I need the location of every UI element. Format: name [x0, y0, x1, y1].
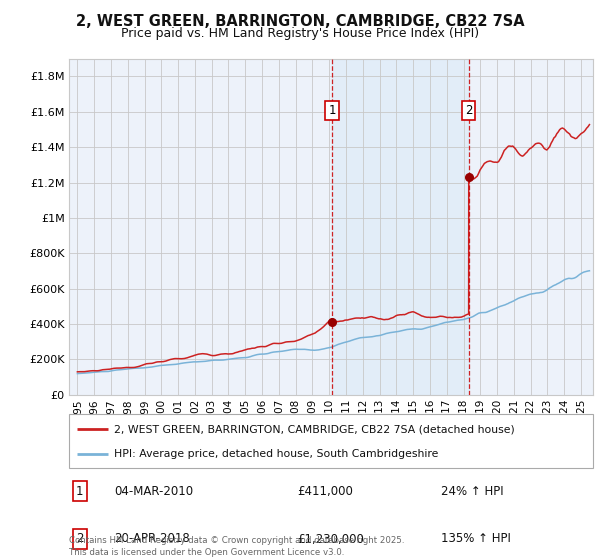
Bar: [332, 59, 469, 395]
Text: 2: 2: [465, 104, 472, 116]
Text: 2: 2: [76, 533, 83, 545]
Text: HPI: Average price, detached house, South Cambridgeshire: HPI: Average price, detached house, Sout…: [113, 449, 438, 459]
Text: Contains HM Land Registry data © Crown copyright and database right 2025.
This d: Contains HM Land Registry data © Crown c…: [69, 536, 404, 557]
Text: 20-APR-2018: 20-APR-2018: [114, 533, 190, 545]
Text: £1,230,000: £1,230,000: [297, 533, 364, 545]
FancyBboxPatch shape: [69, 414, 593, 468]
Text: 24% ↑ HPI: 24% ↑ HPI: [441, 485, 503, 498]
Text: 04-MAR-2010: 04-MAR-2010: [114, 485, 193, 498]
Text: Price paid vs. HM Land Registry's House Price Index (HPI): Price paid vs. HM Land Registry's House …: [121, 27, 479, 40]
Text: 1: 1: [76, 485, 83, 498]
Text: £411,000: £411,000: [297, 485, 353, 498]
Text: 2, WEST GREEN, BARRINGTON, CAMBRIDGE, CB22 7SA: 2, WEST GREEN, BARRINGTON, CAMBRIDGE, CB…: [76, 14, 524, 29]
Text: 2, WEST GREEN, BARRINGTON, CAMBRIDGE, CB22 7SA (detached house): 2, WEST GREEN, BARRINGTON, CAMBRIDGE, CB…: [113, 424, 514, 435]
Text: 135% ↑ HPI: 135% ↑ HPI: [441, 533, 511, 545]
Text: 1: 1: [328, 104, 336, 116]
